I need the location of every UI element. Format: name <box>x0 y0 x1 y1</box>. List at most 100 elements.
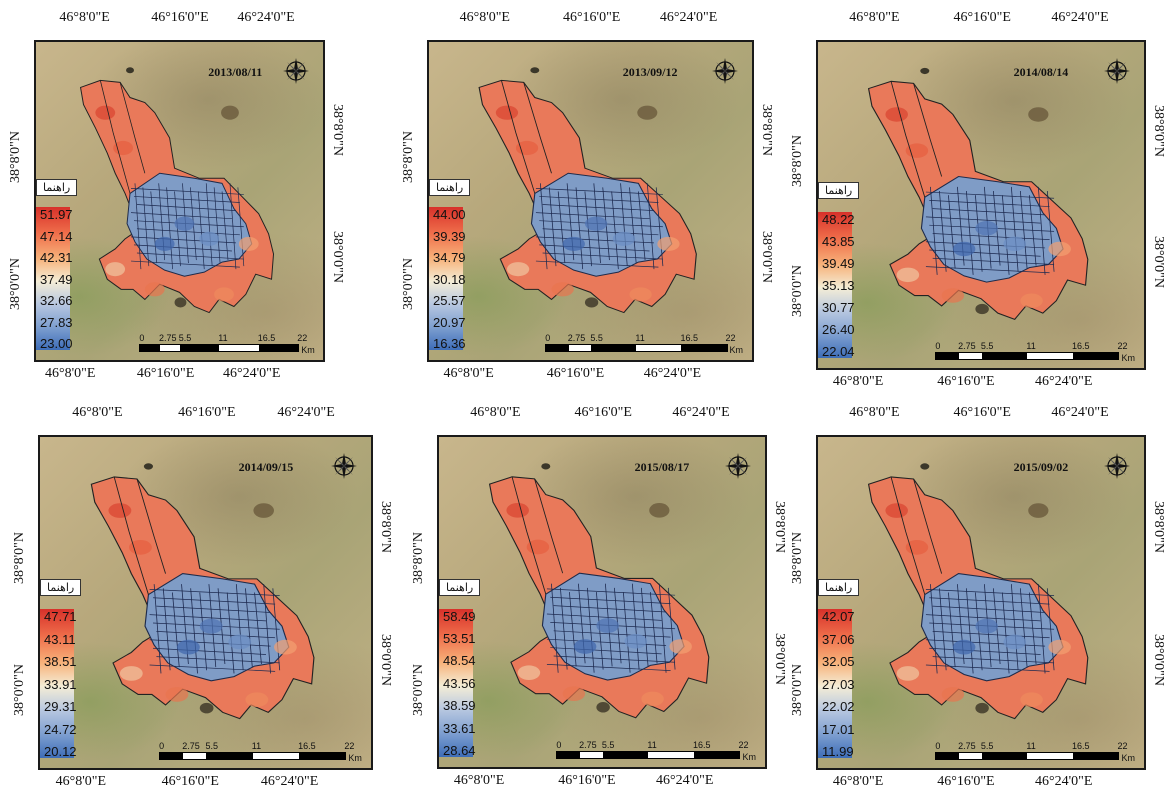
scale-tick: 11 <box>251 741 262 751</box>
street-line <box>925 216 1041 224</box>
mountain-patch <box>221 105 239 120</box>
legend-value: 22.02 <box>822 699 855 715</box>
scale-bar: 0 2.75 5.5 11 16.5 22 Km <box>935 341 1137 363</box>
scale-tick: 2.75 <box>159 333 177 343</box>
legend-value: 48.22 <box>822 211 855 227</box>
lon-label-bottom: 46°24'0"E <box>1035 774 1093 789</box>
heat-patch <box>975 618 998 634</box>
street-line <box>136 204 236 211</box>
scale-segment <box>1072 353 1119 359</box>
scale-segment <box>179 345 220 351</box>
scale-segment <box>160 753 184 759</box>
city-map <box>488 463 710 719</box>
scale-segment <box>936 753 960 759</box>
scale-tick: 2.75 <box>182 741 200 751</box>
lon-label-top: 46°24'0"E <box>1051 405 1109 420</box>
heat-patch <box>119 666 143 681</box>
lon-label-bottom: 46°8'0"E <box>832 374 884 389</box>
heat-patch <box>896 267 920 283</box>
street-line <box>149 614 267 622</box>
legend-value: 20.12 <box>44 744 77 760</box>
scale-bar: 0 2.75 5.5 11 16.5 22 Km <box>545 333 745 355</box>
street-line <box>948 592 956 668</box>
scale-segment <box>546 345 569 351</box>
scale-tick: 2.75 <box>958 741 976 751</box>
street-line <box>569 592 577 667</box>
lon-label-top: 46°8'0"E <box>59 10 110 25</box>
street-line <box>172 592 180 668</box>
heat-patch <box>1020 293 1043 308</box>
heat-patch <box>551 282 574 297</box>
heat-patch <box>975 221 998 236</box>
street-line <box>153 584 162 674</box>
legend-value: 25.57 <box>433 293 466 309</box>
street-line <box>622 592 631 673</box>
scale-tick: 16.5 <box>1071 741 1090 751</box>
legend-value: 29.31 <box>44 699 77 715</box>
street-line <box>136 252 244 260</box>
street-line <box>150 191 158 264</box>
legend-title: راهنما <box>429 178 471 196</box>
legend-value: 33.61 <box>443 720 476 736</box>
street-line <box>965 588 974 674</box>
scale-tick: 5.5 <box>205 741 218 751</box>
heat-patch <box>273 639 297 655</box>
mountain-patch <box>975 702 989 714</box>
lon-label-bottom: 46°24'0"E <box>643 366 702 381</box>
legend-value: 30.18 <box>433 271 466 287</box>
scale-segment <box>981 753 1028 759</box>
street-line <box>197 191 205 270</box>
heat-patch <box>1020 692 1043 708</box>
heat-patch <box>1048 241 1071 257</box>
compass-rose-icon <box>281 56 311 86</box>
street-line <box>974 592 983 671</box>
legend-value: 34.79 <box>433 250 466 266</box>
scale-segment <box>219 345 259 351</box>
legend-title: راهنما <box>36 178 78 196</box>
heat-patch <box>214 287 234 302</box>
scale-segment <box>1027 753 1073 759</box>
legend-value: 17.01 <box>822 721 855 737</box>
legend-value: 33.91 <box>44 676 77 692</box>
heat-patch <box>95 105 116 120</box>
street-line <box>133 244 232 252</box>
mountain-patch <box>1028 107 1049 122</box>
scale-tick: 22 <box>738 740 749 750</box>
map-frame: 2013/09/12 راهنما 44.00 39.39 34.79 30.18 25… <box>427 40 754 362</box>
scale-tick: 22 <box>1117 741 1128 751</box>
legend-value: 53.51 <box>443 631 476 646</box>
lon-label-bottom: 46°16'0"E <box>937 374 995 389</box>
district-line <box>113 476 149 595</box>
legend-value: 20.97 <box>433 314 466 330</box>
lon-label-top: 46°8'0"E <box>459 10 510 25</box>
mountain-patch <box>541 463 551 470</box>
legend-value: 42.07 <box>822 609 855 625</box>
scale-segment <box>568 345 592 351</box>
scale-unit: Km <box>301 345 315 355</box>
mountain-patch <box>174 297 187 308</box>
heat-patches <box>95 105 259 302</box>
heat-patch <box>952 639 976 655</box>
scale-segment <box>1027 353 1073 359</box>
street-line <box>595 592 604 670</box>
heat-patch <box>495 105 519 120</box>
scale-tick: 5.5 <box>980 741 994 751</box>
legend-value: 43.56 <box>443 675 476 691</box>
scale-tick: 0 <box>159 741 165 751</box>
street-line <box>932 656 1055 664</box>
lat-label-left: 38°8'0"N <box>790 531 805 584</box>
scale-segment <box>693 752 740 758</box>
legend-value: 27.83 <box>40 314 73 330</box>
street-line <box>932 605 1046 613</box>
legend-value: 11.99 <box>822 744 854 760</box>
scale-tick: 5.5 <box>980 341 994 351</box>
scale-bar: 0 2.75 5.5 11 16.5 22 Km <box>139 333 317 355</box>
street-line <box>925 241 1046 249</box>
mountain-patch <box>126 67 134 74</box>
scale-segment <box>252 753 300 759</box>
street-line <box>535 236 655 244</box>
heat-patch <box>176 639 200 655</box>
map-date: 2014/08/14 <box>1013 65 1069 79</box>
